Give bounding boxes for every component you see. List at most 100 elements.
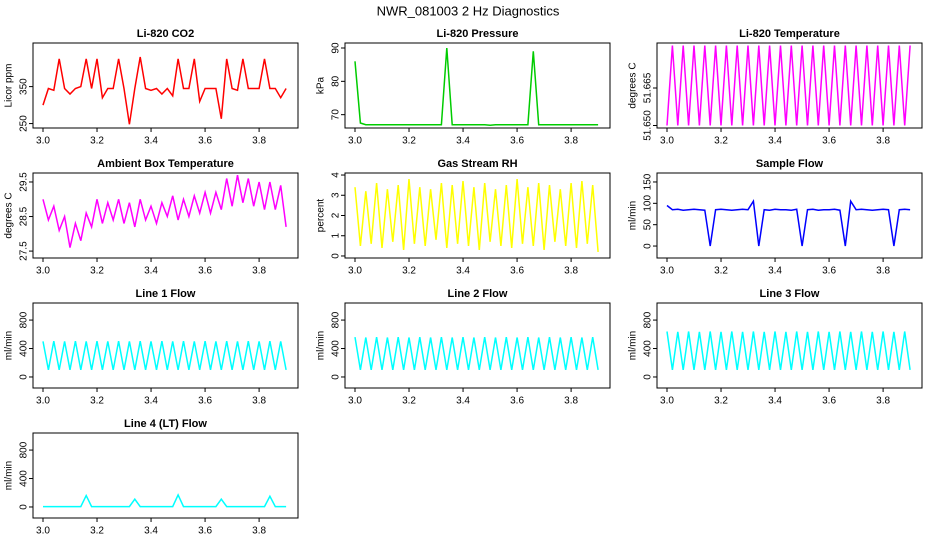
y-axis-label: kPa <box>316 76 327 94</box>
y-tick-label: 400 <box>19 470 30 487</box>
series-line <box>354 336 599 371</box>
plot-frame <box>32 432 299 519</box>
panel-title: Gas Stream RH <box>437 158 517 170</box>
x-tick-label: 3.4 <box>144 526 158 537</box>
y-tick-label: 800 <box>331 311 342 328</box>
y-tick-label: 0 <box>331 253 342 259</box>
panel-title: Li-820 Temperature <box>739 28 840 40</box>
plot-frame <box>656 172 923 259</box>
y-tick-label: 0 <box>643 243 654 249</box>
x-tick-label: 3.0 <box>348 396 362 407</box>
y-axis-label: degrees C <box>4 192 15 238</box>
y-tick-label: 400 <box>331 340 342 357</box>
y-axis-label: ml/min <box>628 331 639 360</box>
plot-frame <box>32 302 299 389</box>
y-tick-label: 27.5 <box>19 241 30 261</box>
y-tick-label: 400 <box>19 340 30 357</box>
x-tick-label: 3.8 <box>252 526 266 537</box>
series-line <box>666 199 911 247</box>
panel-title: Sample Flow <box>756 158 824 170</box>
series-line <box>354 179 599 252</box>
x-tick-label: 3.6 <box>198 136 212 147</box>
x-tick-label: 3.8 <box>252 266 266 277</box>
y-axis-label: degrees C <box>628 62 639 108</box>
x-tick-label: 3.4 <box>456 266 470 277</box>
y-tick-label: 400 <box>643 340 654 357</box>
x-tick-label: 3.2 <box>714 396 728 407</box>
y-axis-label: ml/min <box>628 201 639 230</box>
plot-frame <box>344 172 611 259</box>
figure-title: NWR_081003 2 Hz Diagnostics <box>377 3 560 18</box>
x-tick-label: 3.0 <box>36 136 50 147</box>
x-tick-label: 3.4 <box>456 136 470 147</box>
y-tick-label: 4 <box>331 172 342 178</box>
x-tick-label: 3.8 <box>876 396 890 407</box>
x-tick-label: 3.4 <box>456 396 470 407</box>
series-line <box>354 47 599 127</box>
series-line <box>42 174 287 248</box>
y-tick-label: 800 <box>19 311 30 328</box>
x-tick-label: 3.6 <box>198 266 212 277</box>
panel-title: Li-820 CO2 <box>137 28 194 40</box>
y-tick-label: 29.5 <box>19 172 30 192</box>
panel-title: Line 1 Flow <box>136 288 196 300</box>
y-tick-label: 0 <box>19 504 30 510</box>
y-tick-label: 90 <box>331 42 342 54</box>
plot-frame <box>32 42 299 129</box>
panel-title: Line 4 (LT) Flow <box>124 418 207 430</box>
y-tick-label: 50 <box>643 219 654 231</box>
x-tick-label: 3.4 <box>768 396 782 407</box>
x-tick-label: 3.2 <box>90 266 104 277</box>
x-tick-label: 3.8 <box>876 136 890 147</box>
y-axis-label: ml/min <box>316 331 327 360</box>
x-tick-label: 3.6 <box>510 136 524 147</box>
y-tick-label: 70 <box>331 109 342 121</box>
x-tick-label: 3.6 <box>822 266 836 277</box>
y-axis-label: percent <box>316 199 327 233</box>
x-tick-label: 3.2 <box>402 266 416 277</box>
y-tick-label: 250 <box>19 115 30 132</box>
y-tick-label: 100 <box>643 195 654 212</box>
y-tick-label: 1 <box>331 233 342 239</box>
x-tick-label: 3.0 <box>36 266 50 277</box>
x-tick-label: 3.2 <box>90 396 104 407</box>
plot-frame <box>656 302 923 389</box>
x-tick-label: 3.6 <box>822 396 836 407</box>
x-tick-label: 3.6 <box>510 396 524 407</box>
x-tick-label: 3.6 <box>822 136 836 147</box>
x-tick-label: 3.8 <box>252 136 266 147</box>
x-tick-label: 3.8 <box>876 266 890 277</box>
panel-title: Line 3 Flow <box>760 288 820 300</box>
x-tick-label: 3.0 <box>660 136 674 147</box>
series-line <box>666 331 911 371</box>
x-tick-label: 3.8 <box>564 396 578 407</box>
series-line <box>42 56 287 125</box>
x-tick-label: 3.8 <box>564 266 578 277</box>
x-tick-label: 3.0 <box>660 396 674 407</box>
y-axis-label: ml/min <box>4 461 15 490</box>
x-tick-label: 3.6 <box>198 526 212 537</box>
plot-frame <box>344 302 611 389</box>
x-tick-label: 3.4 <box>144 266 158 277</box>
series-line <box>43 493 287 508</box>
x-tick-label: 3.2 <box>714 266 728 277</box>
x-tick-label: 3.0 <box>36 396 50 407</box>
y-tick-label: 350 <box>19 78 30 95</box>
x-tick-label: 3.4 <box>144 396 158 407</box>
plot-frame <box>656 42 923 129</box>
y-tick-label: 3 <box>331 192 342 198</box>
y-tick-label: 150 <box>643 173 654 190</box>
series-line <box>666 45 911 126</box>
x-tick-label: 3.0 <box>348 266 362 277</box>
y-tick-label: 0 <box>331 374 342 380</box>
plot-frame <box>32 172 299 259</box>
y-tick-label: 2 <box>331 212 342 218</box>
x-tick-label: 3.0 <box>348 136 362 147</box>
panel-title: Ambient Box Temperature <box>97 158 234 170</box>
y-tick-label: 51.665 <box>643 72 654 103</box>
series-line <box>42 340 287 371</box>
y-tick-label: 800 <box>19 441 30 458</box>
x-tick-label: 3.0 <box>660 266 674 277</box>
x-tick-label: 3.4 <box>144 136 158 147</box>
